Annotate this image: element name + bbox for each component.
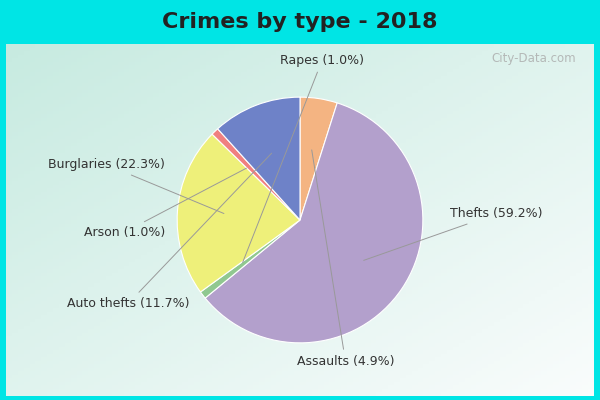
Wedge shape [177, 134, 300, 292]
Text: Crimes by type - 2018: Crimes by type - 2018 [162, 12, 438, 32]
Text: Auto thefts (11.7%): Auto thefts (11.7%) [67, 153, 272, 310]
Wedge shape [218, 97, 300, 220]
Wedge shape [205, 103, 423, 343]
Text: Thefts (59.2%): Thefts (59.2%) [364, 207, 542, 260]
Text: Burglaries (22.3%): Burglaries (22.3%) [48, 158, 224, 214]
Wedge shape [300, 97, 337, 220]
Wedge shape [200, 220, 300, 298]
Text: City-Data.com: City-Data.com [491, 52, 576, 65]
Wedge shape [212, 129, 300, 220]
Text: Assaults (4.9%): Assaults (4.9%) [297, 150, 394, 368]
Text: Arson (1.0%): Arson (1.0%) [83, 168, 247, 239]
Text: Rapes (1.0%): Rapes (1.0%) [242, 54, 364, 262]
